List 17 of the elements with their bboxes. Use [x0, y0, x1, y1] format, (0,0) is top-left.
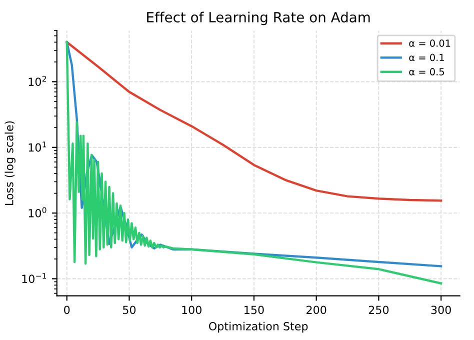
x-tick-label: 300 — [431, 306, 451, 314]
x-tick-label: 200 — [306, 306, 326, 314]
y-tick-label: 10$^{0}$ — [28, 207, 46, 218]
x-axis-title: Optimization Step — [209, 322, 308, 333]
y-tick-label: 10$^{−1}$ — [22, 272, 46, 284]
y-tick-label: 10$^{1}$ — [28, 142, 46, 152]
y-tick-label: 10$^{2}$ — [28, 76, 46, 86]
legend-label: α = 0.5 — [409, 68, 444, 76]
x-tick-label: 0 — [64, 306, 70, 314]
legend-label: α = 0.1 — [409, 54, 444, 62]
chart-title: Effect of Learning Rate on Adam — [147, 12, 370, 26]
x-tick-label: 250 — [368, 306, 389, 314]
x-tick-label: 50 — [123, 306, 136, 314]
y-axis-title: Loss (log scale) — [4, 121, 16, 205]
legend-label: α = 0.01 — [409, 40, 450, 47]
x-tick-label: 150 — [244, 306, 264, 314]
x-tick-label: 100 — [182, 306, 202, 314]
